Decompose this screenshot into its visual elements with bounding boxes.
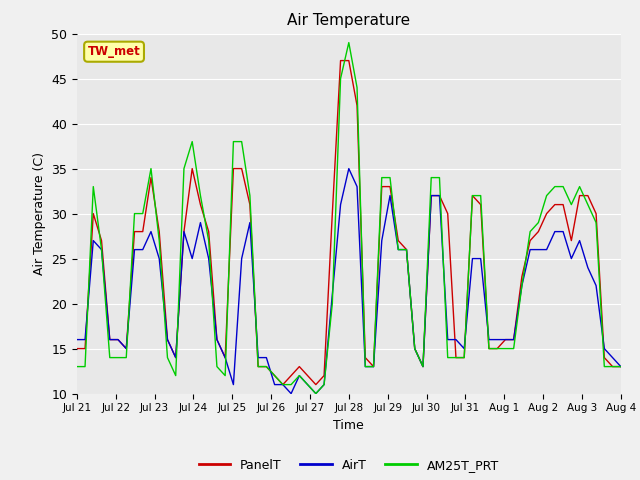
AirT [328,292,336,298]
AirT [114,336,122,342]
Title: Air Temperature: Air Temperature [287,13,410,28]
AirT [73,336,81,342]
AirT [584,264,591,270]
PanelT [617,364,625,370]
Line: AM25T_PRT: AM25T_PRT [77,43,621,394]
PanelT [114,336,122,342]
PanelT [73,346,81,351]
PanelT [304,372,312,378]
AM25T_PRT [502,346,509,351]
Text: TW_met: TW_met [88,45,140,58]
AirT [502,336,509,342]
AM25T_PRT [617,364,625,370]
Legend: PanelT, AirT, AM25T_PRT: PanelT, AirT, AM25T_PRT [194,454,504,477]
AirT [139,247,147,252]
PanelT [279,382,287,387]
PanelT [337,58,344,63]
AirT [304,382,312,387]
AM25T_PRT [114,355,122,360]
AM25T_PRT [328,300,336,306]
PanelT [502,336,509,342]
X-axis label: Time: Time [333,419,364,432]
AM25T_PRT [345,40,353,46]
AM25T_PRT [139,211,147,216]
AM25T_PRT [584,202,591,207]
AM25T_PRT [312,391,319,396]
AirT [617,364,625,370]
Line: PanelT: PanelT [77,60,621,384]
PanelT [139,228,147,234]
PanelT [584,192,591,199]
PanelT [328,211,336,216]
Y-axis label: Air Temperature (C): Air Temperature (C) [33,152,45,275]
AM25T_PRT [73,364,81,370]
AirT [287,391,295,396]
AM25T_PRT [296,372,303,378]
AirT [345,166,353,171]
Line: AirT: AirT [77,168,621,394]
